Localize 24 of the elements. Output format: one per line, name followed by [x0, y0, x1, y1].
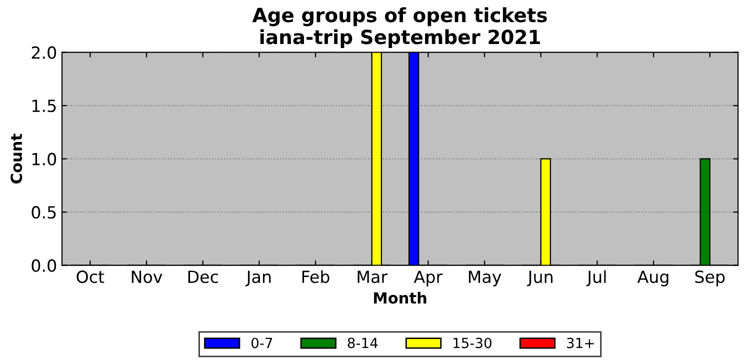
- x-tick-label: May: [468, 270, 502, 286]
- legend-label: 15-30: [454, 338, 492, 348]
- x-tick-label: Apr: [414, 270, 443, 286]
- y-tick-label: 0.0: [32, 259, 56, 272]
- x-tick-label: Feb: [302, 270, 330, 284]
- x-tick-label: Jul: [586, 270, 606, 286]
- y-axis-title: Count: [10, 134, 22, 184]
- legend-label: 0-7: [251, 338, 272, 348]
- x-axis-title: Month: [374, 292, 426, 304]
- x-tick-label: Nov: [132, 270, 162, 284]
- x-tick-label: Mar: [358, 270, 388, 284]
- x-tick-label: Dec: [188, 270, 218, 284]
- y-tick-label: 0.5: [32, 206, 56, 219]
- x-tick-label: Jun: [526, 270, 552, 286]
- y-tick-label: 1.5: [32, 100, 56, 112]
- chart-title: Age groups of open tickets iana-trip September 2021: [252, 7, 547, 48]
- y-tick-label: 2.0: [32, 46, 56, 59]
- x-tick-label: Aug: [637, 270, 668, 286]
- x-tick-label: Sep: [695, 270, 725, 286]
- legend-label: 31+: [567, 338, 594, 348]
- x-tick-label: Jan: [245, 270, 271, 286]
- y-tick-label: 1.0: [32, 152, 56, 166]
- x-tick-label: Oct: [76, 270, 104, 284]
- legend-label: 8-14: [348, 338, 378, 348]
